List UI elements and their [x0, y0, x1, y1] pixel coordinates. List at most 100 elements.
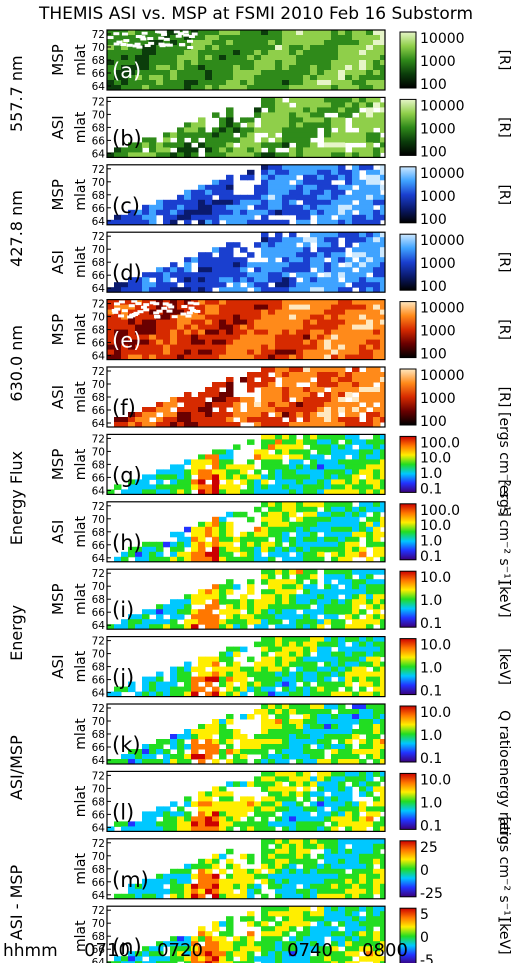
mlat-label: mlat	[73, 650, 89, 682]
colorbar-unit: [ergs cm⁻² s⁻¹]	[496, 412, 512, 517]
colorbar-tick-label: 10000	[420, 368, 465, 384]
y-tick-label: 66	[92, 135, 106, 147]
panel-letter: (d)	[112, 261, 142, 285]
y-tick-label: 64	[92, 216, 106, 228]
y-tick-label: 64	[92, 351, 106, 363]
colorbar-tick-label: 0.1	[420, 481, 442, 497]
colorbar-tick-label: 0.1	[420, 751, 442, 767]
x-axis: hhmm 0710 0720 0740 0800	[3, 940, 408, 961]
x-tick-label: 0710	[84, 940, 130, 961]
y-tick-label: 70	[92, 177, 105, 189]
panel-letter: (h)	[112, 531, 142, 555]
colorbar-tick-label: 10.0	[420, 451, 451, 467]
source-label: MSP	[49, 44, 67, 76]
colorbar-tick-label: 10.0	[420, 518, 451, 534]
colorbar-tick-label: 100	[420, 144, 447, 160]
colorbar-tick-label: 10.0	[420, 705, 451, 721]
source-label: ASI	[49, 520, 67, 544]
y-tick-label: 64	[92, 81, 106, 93]
panel-image	[114, 367, 385, 427]
colorbar-tick-label: 1000	[420, 54, 456, 70]
panel-letter: (e)	[112, 329, 141, 353]
mlat-label: mlat	[73, 448, 89, 480]
y-tick-label: 68	[92, 190, 105, 202]
source-label: ASI	[49, 654, 67, 678]
y-tick-label: 70	[92, 42, 105, 54]
colorbar-tick-label: 10000	[420, 233, 465, 249]
panel-image	[107, 569, 385, 630]
colorbar-unit: [keV]	[496, 581, 512, 618]
panel-letter: (a)	[112, 59, 141, 83]
y-tick-label: 66	[92, 203, 106, 215]
colorbar-unit: [R]	[496, 184, 512, 205]
y-tick-label: 68	[92, 122, 105, 134]
source-label: MSP	[49, 583, 67, 615]
panel-image	[114, 838, 385, 899]
y-tick-label: 70	[92, 379, 105, 391]
y-tick-label: 66	[92, 607, 106, 619]
group-label: 427.8 nm	[7, 190, 26, 267]
source-label: ASI	[49, 115, 67, 139]
y-tick-label: 72	[92, 96, 105, 108]
colorbar	[399, 772, 417, 830]
panel-image	[107, 164, 385, 225]
y-tick-label: 64	[92, 620, 106, 632]
mlat-label: mlat	[73, 583, 89, 615]
colorbar-tick-label: 10.0	[420, 772, 451, 788]
colorbar-unit: [R]	[496, 50, 512, 71]
colorbar-tick-label: 1.0	[420, 661, 442, 677]
colorbar-unit: [R]	[496, 387, 512, 408]
mlat-label: mlat	[73, 852, 89, 884]
mlat-label: mlat	[73, 785, 89, 817]
colorbar-tick-label: 0.1	[420, 616, 442, 632]
colorbar-unit: [R]	[496, 252, 512, 273]
y-tick-label: 66	[92, 944, 106, 956]
colorbar	[399, 907, 417, 963]
colorbar-tick-label: 100	[420, 414, 447, 430]
colorbar-tick-label: 10000	[420, 98, 465, 114]
colorbar-tick-label: 10.0	[420, 638, 451, 654]
colorbar-tick-label: 10000	[420, 301, 465, 317]
panel-letter: (b)	[112, 126, 142, 150]
y-tick-label: 64	[92, 485, 106, 497]
y-tick-label: 72	[92, 29, 105, 41]
colorbar	[399, 435, 417, 493]
y-tick-label: 64	[92, 418, 106, 430]
colorbar-unit: energy ratio	[496, 759, 512, 845]
x-tick-label: 0740	[287, 940, 333, 961]
y-tick-label: 66	[92, 877, 106, 889]
source-label: ASI	[49, 385, 67, 409]
panel-letter: (k)	[112, 733, 141, 757]
mlat-label: mlat	[73, 381, 89, 413]
panel-letter: (i)	[112, 598, 134, 622]
mlat-label: mlat	[73, 246, 89, 278]
mlat-label: mlat	[73, 111, 89, 143]
colorbar-tick-label: 0.1	[420, 549, 442, 565]
group-label: ASI - MSP	[7, 864, 26, 940]
panel-image	[107, 30, 385, 90]
y-tick-label: 64	[92, 957, 106, 963]
colorbar-tick-label: 1.0	[420, 466, 442, 482]
y-tick-label: 72	[92, 703, 105, 715]
colorbar-tick-label: 1000	[420, 391, 456, 407]
panel-image	[107, 232, 385, 293]
colorbar-tick-label: 0	[420, 930, 429, 946]
y-tick-label: 66	[92, 68, 106, 80]
x-tick-label: 0800	[362, 940, 408, 961]
y-tick-label: 66	[92, 675, 106, 687]
colorbar-tick-label: 0	[420, 863, 429, 879]
panel-letter: (n)	[112, 935, 142, 959]
y-tick-label: 70	[92, 851, 105, 863]
colorbar-unit: [keV]	[496, 648, 512, 685]
colorbar-tick-label: 10.0	[420, 570, 451, 586]
panel-letter: (m)	[112, 868, 149, 892]
colorbar-unit: [keV]	[496, 918, 512, 955]
colorbar-tick-label: 25	[420, 840, 438, 856]
y-tick-label: 66	[92, 270, 106, 282]
colorbar-tick-label: 1000	[420, 324, 456, 340]
